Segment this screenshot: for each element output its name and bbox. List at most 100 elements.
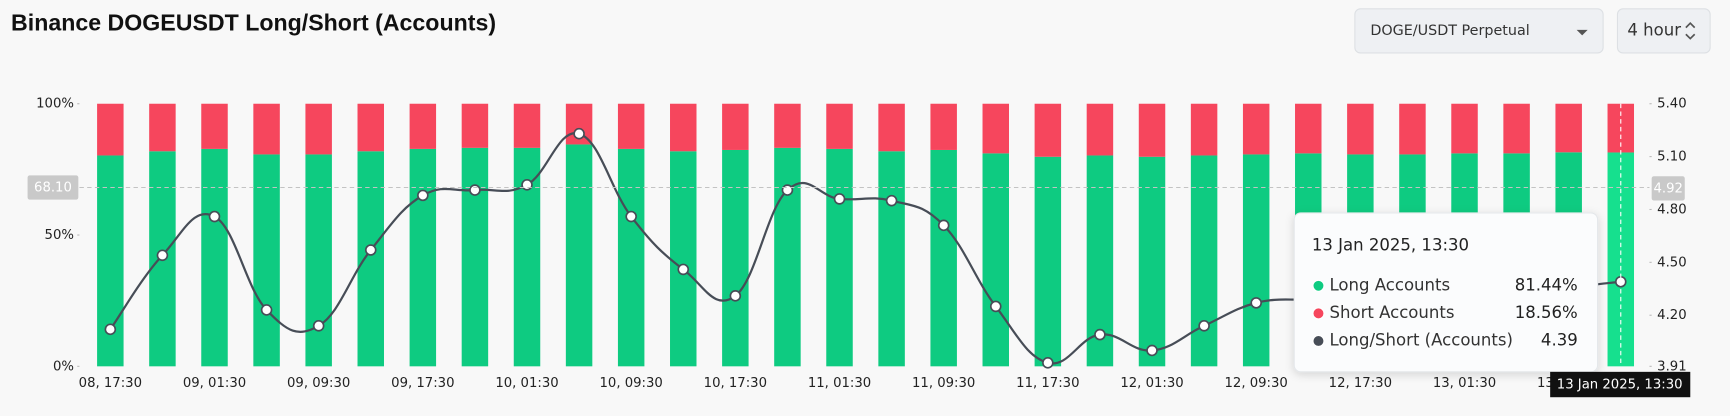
x-tick-label: 09, 01:30 — [183, 376, 246, 391]
y2-tick-label: 5.10 — [1657, 150, 1686, 165]
select-box[interactable] — [1616, 8, 1711, 54]
bar-segment — [617, 103, 645, 149]
x-tick-label: 10, 01:30 — [495, 376, 558, 391]
x-tick-label: 09, 17:30 — [391, 376, 454, 391]
bar-segment — [1034, 156, 1062, 367]
bar-segment — [930, 149, 957, 367]
bar-segment — [670, 103, 697, 152]
x-tick-label: 11, 09:30 — [912, 376, 975, 391]
crosshair-y-label: 68.10 — [34, 181, 72, 196]
bar-segment — [357, 103, 384, 152]
tooltip-value: 4.39 — [1541, 330, 1578, 349]
x-tick-label: 11, 17:30 — [1016, 376, 1079, 391]
ratio-point — [1146, 344, 1158, 357]
bar-segment — [1347, 103, 1374, 155]
bar-segment — [930, 103, 957, 150]
ratio-point — [208, 210, 221, 223]
ratio-point — [521, 179, 533, 191]
bar-segment — [826, 148, 853, 367]
x-tick-label: 13, 01:30 — [1433, 376, 1496, 391]
y-tick-label: 100% — [36, 97, 74, 112]
updown-icon — [1685, 22, 1696, 40]
tooltip-title: 13 Jan 2025, 13:30 — [1312, 236, 1469, 255]
ratio-point — [625, 210, 637, 223]
bar-segment — [565, 144, 593, 367]
chevron — [1576, 29, 1588, 36]
bar-segment — [774, 103, 801, 148]
tooltip-value: 81.44% — [1515, 275, 1578, 294]
bar-segment — [357, 151, 384, 367]
ratio-point — [885, 194, 898, 207]
bar-segment — [1242, 154, 1270, 367]
x-tick-label: 11, 01:30 — [808, 376, 871, 391]
ratio-point — [573, 127, 585, 140]
y-tick-label: 0% — [53, 359, 74, 374]
bar-segment — [201, 148, 228, 367]
bar-segment — [1399, 103, 1426, 155]
ratio-point — [469, 184, 481, 196]
bar-segment — [461, 103, 489, 148]
tooltip-swatch — [1312, 279, 1325, 292]
bar-segment — [461, 147, 489, 367]
x-tick-label: 12, 17:30 — [1329, 376, 1392, 391]
y2-tick-label: 3.91 — [1657, 359, 1686, 374]
tooltip-value: 18.56% — [1515, 303, 1578, 322]
bar-segment — [878, 151, 905, 367]
ratio-point — [833, 193, 846, 205]
bar-segment — [826, 103, 853, 149]
bar-segment — [149, 103, 176, 152]
ratio-point — [104, 323, 117, 336]
crosshair-y2-label: 4.92 — [1653, 181, 1682, 196]
crosshair-y2-box — [1651, 176, 1685, 201]
bar-segment — [1086, 103, 1114, 156]
bar-segment — [513, 103, 541, 148]
ratio-point — [937, 219, 950, 232]
bar-segment — [982, 103, 1010, 154]
crosshair-x-label: 13 Jan 2025, 13:30 — [1557, 378, 1683, 393]
select-text[interactable]: 4 hour — [1627, 20, 1681, 39]
bar-segment — [1190, 103, 1218, 156]
ratio-point — [781, 184, 794, 196]
page-title: Binance DOGEUSDT Long/Short (Accounts) — [11, 9, 496, 35]
crosshair-x-box — [1550, 371, 1691, 398]
ratio-point — [677, 263, 690, 276]
bar-segment — [409, 103, 437, 149]
bar-segment — [670, 151, 697, 367]
bar-segment — [1451, 103, 1478, 154]
select-text[interactable]: DOGE/USDT Perpetual — [1370, 23, 1529, 39]
interval-select[interactable]: 4 hour — [1616, 8, 1711, 54]
ratio-point — [1094, 328, 1106, 341]
tooltip-swatch — [1312, 334, 1325, 348]
ratio-point — [260, 304, 273, 316]
ratio-point — [989, 300, 1002, 313]
bar-segment — [1295, 103, 1322, 154]
y2-tick-label: 4.20 — [1657, 308, 1686, 323]
x-tick-label: 09, 09:30 — [287, 376, 350, 391]
bar-segment — [774, 147, 801, 367]
plot: 0% 50% 100% 3.91 4.20 4.50 4.80 5.10 5.40 08, 17:… — [27, 97, 1691, 398]
bar-segment — [1503, 103, 1530, 154]
market-select[interactable]: DOGE/USDT Perpetual — [1354, 8, 1604, 54]
ratio-point — [1198, 319, 1210, 332]
tooltip: 13 Jan 2025, 13:30 Long Accounts 81.44% Sho… — [1293, 212, 1599, 373]
bar-segment — [305, 103, 332, 155]
bar-segment — [409, 148, 437, 367]
ratio-point — [1250, 297, 1262, 309]
bar-segment — [722, 103, 749, 150]
tooltip-series-name: Short Accounts — [1329, 303, 1454, 322]
y2-tick-label: 4.80 — [1657, 202, 1686, 217]
bar-segment — [1138, 103, 1166, 157]
select-box[interactable] — [1354, 8, 1604, 54]
ratio-point — [156, 249, 169, 262]
tooltip-series-name: Long Accounts — [1329, 275, 1450, 294]
bar-segment — [878, 103, 905, 152]
x-tick-label: 12, 09:30 — [1225, 376, 1288, 391]
bar-segment — [982, 153, 1010, 367]
crosshair-y-box — [27, 175, 79, 200]
tooltip-swatch — [1312, 307, 1325, 320]
bar-segment — [722, 149, 749, 367]
bar-segment — [253, 154, 280, 367]
x-tick-label: 10, 09:30 — [600, 376, 663, 391]
